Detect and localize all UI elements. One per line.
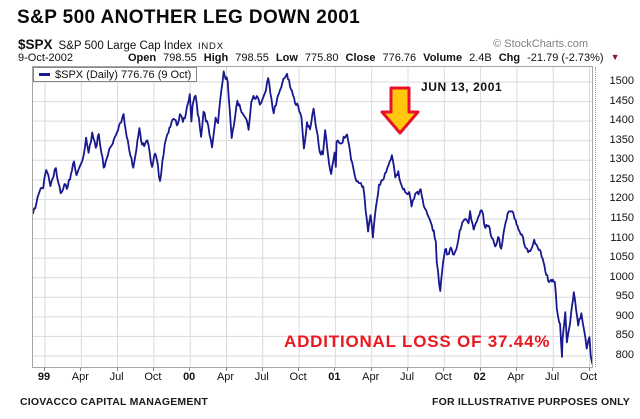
y-axis-label: 950: [615, 290, 634, 303]
plot-area: [32, 66, 593, 368]
x-axis-tick: [552, 368, 554, 371]
x-axis-label: Apr: [71, 371, 89, 383]
y-axis-dotted-line: [595, 67, 596, 367]
y-axis-label: 1200: [609, 192, 634, 205]
footer-disclaimer: FOR ILLUSTRATIVE PURPOSES ONLY: [432, 396, 630, 408]
symbol-header: $SPX S&P 500 Large Cap Index INDX: [18, 37, 224, 52]
symbol-ticker: $SPX: [18, 37, 53, 52]
event-annotation-label: JUN 13, 2001: [421, 80, 503, 94]
x-axis-tick: [515, 368, 517, 371]
y-axis-label: 1000: [609, 270, 634, 283]
x-axis-tick: [479, 368, 481, 371]
down-arrow-annotation: [380, 86, 420, 136]
chg-value: -21.79 (-2.73%): [527, 52, 604, 64]
quote-date: 9-Oct-2002: [18, 52, 74, 64]
y-axis-label: 1500: [609, 75, 634, 87]
x-axis-tick: [225, 368, 227, 371]
x-axis-tick: [298, 368, 300, 371]
x-axis-label: Jul: [254, 371, 269, 383]
x-axis-label: Oct: [289, 371, 307, 383]
spx-price-line: [33, 70, 592, 366]
y-axis-label: 1100: [610, 231, 634, 244]
x-axis-label: 01: [328, 371, 341, 383]
volume-value: 2.4B: [469, 52, 492, 64]
x-axis-label: Jul: [399, 371, 415, 383]
stockcharts-credit: © StockCharts.com: [493, 38, 588, 50]
block-down-arrow-icon: [380, 86, 420, 135]
y-axis-label: 1450: [609, 94, 634, 107]
x-axis-tick: [80, 368, 82, 371]
x-axis-label: 00: [183, 371, 196, 383]
close-label: Close: [345, 52, 376, 64]
low-value: 775.80: [304, 52, 339, 64]
chart-legend: $SPX (Daily) 776.76 (9 Oct): [33, 67, 198, 82]
y-axis-label: 900: [615, 309, 634, 322]
loss-annotation-label: ADDITIONAL LOSS OF 37.44%: [284, 332, 551, 351]
x-axis-label: Oct: [434, 371, 452, 383]
x-axis-tick: [261, 368, 263, 371]
low-label: Low: [275, 52, 298, 64]
quote-row: Open 798.55 High 798.55 Low 775.80 Close…: [128, 52, 619, 64]
y-axis-label: 1350: [609, 133, 634, 146]
y-axis-label: 1050: [609, 251, 634, 264]
y-axis-label: 1150: [610, 211, 634, 224]
y-axis-label: 1300: [609, 153, 634, 166]
legend-line-swatch-icon: [39, 73, 50, 76]
x-axis-label: 99: [37, 371, 51, 383]
x-axis-tick: [152, 368, 154, 371]
x-axis-label: Apr: [362, 371, 380, 383]
footer-company: CIOVACCO CAPITAL MANAGEMENT: [20, 396, 208, 408]
x-axis-tick: [443, 368, 445, 371]
x-axis-tick: [407, 368, 408, 371]
x-axis-label: Jul: [109, 371, 124, 383]
open-value: 798.55: [163, 52, 197, 64]
open-label: Open: [128, 52, 157, 64]
symbol-exchange: INDX: [197, 41, 224, 52]
x-axis-label: Jul: [545, 371, 560, 383]
x-axis-tick: [116, 368, 118, 371]
x-axis-label: Oct: [579, 371, 598, 383]
y-axis-label: 1250: [609, 172, 634, 185]
x-axis-tick: [334, 368, 336, 371]
price-chart-svg: [33, 67, 592, 367]
x-axis-tick: [44, 368, 45, 371]
y-axis-label: 850: [615, 329, 634, 342]
page-title: S&P 500 ANOTHER LEG DOWN 2001: [17, 7, 361, 28]
x-axis-tick: [189, 368, 191, 371]
chg-label: Chg: [498, 52, 521, 64]
x-axis-label: Oct: [144, 371, 162, 383]
x-axis-label: Apr: [216, 371, 235, 383]
x-axis-tick: [370, 368, 372, 371]
chg-down-triangle-icon: ▼: [610, 52, 620, 62]
high-label: High: [203, 52, 229, 64]
legend-label: $SPX (Daily) 776.76 (9 Oct): [55, 68, 192, 81]
x-axis-label: Apr: [507, 371, 525, 383]
symbol-name: S&P 500 Large Cap Index: [58, 40, 192, 52]
volume-label: Volume: [423, 52, 463, 64]
y-axis-label: 800: [615, 348, 634, 361]
high-value: 798.55: [235, 52, 269, 64]
x-axis-tick: [588, 368, 590, 371]
y-axis-label: 1400: [609, 114, 634, 127]
x-axis-label: 02: [473, 371, 486, 383]
close-value: 776.76: [382, 52, 417, 64]
